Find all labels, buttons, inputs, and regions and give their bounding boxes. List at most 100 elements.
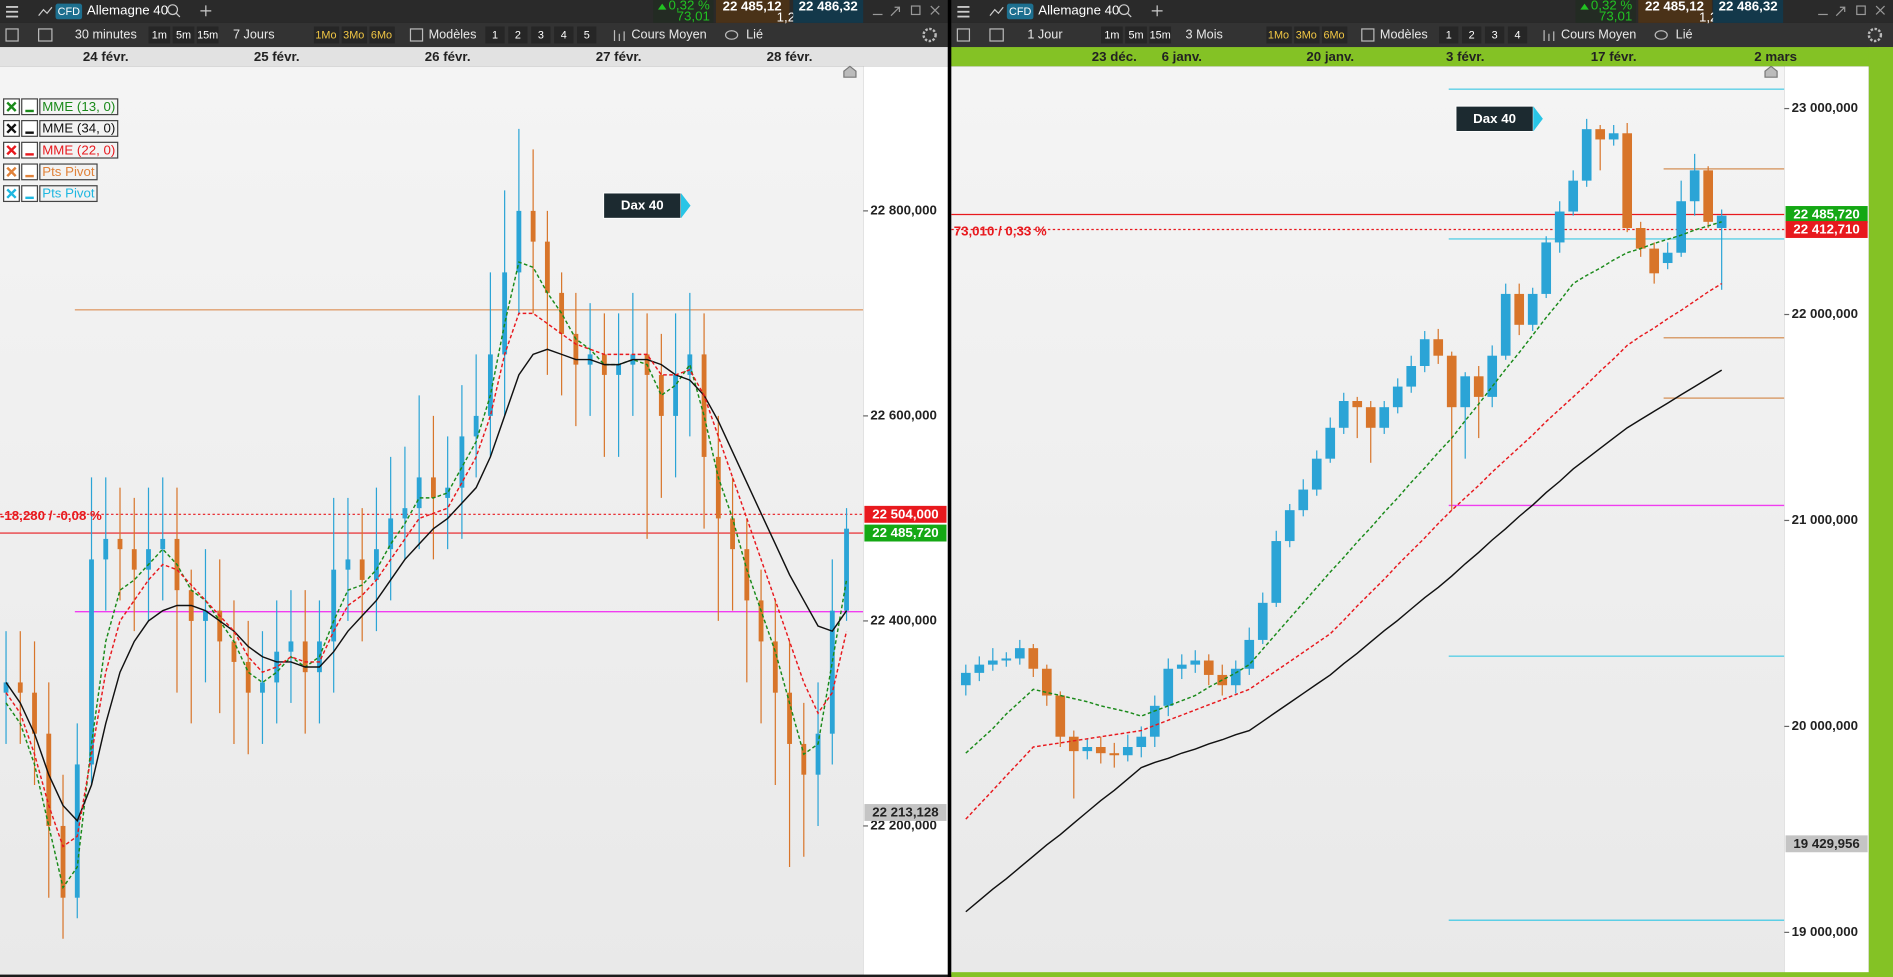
chart-icon[interactable] xyxy=(989,6,1004,17)
menu-icon[interactable] xyxy=(957,15,970,18)
interval-button[interactable]: 15m xyxy=(1150,29,1171,41)
layout-button[interactable]: 1 xyxy=(492,29,498,41)
grid-icon[interactable] xyxy=(989,28,1004,42)
buy-box[interactable] xyxy=(1713,0,1784,23)
range-button[interactable]: 1Mo xyxy=(1268,29,1289,41)
y-tick-label: 22 400,000 xyxy=(870,612,936,627)
menu-icon[interactable] xyxy=(6,6,19,8)
legend-style[interactable] xyxy=(21,185,39,203)
legend-label[interactable]: MME (34, 0) xyxy=(42,121,115,136)
layout-button[interactable]: 4 xyxy=(561,29,567,41)
range-button[interactable]: 6Mo xyxy=(371,29,392,41)
popout-icon[interactable] xyxy=(910,5,921,16)
layout-button-bg[interactable] xyxy=(554,26,574,44)
layout-button[interactable]: 2 xyxy=(1469,29,1475,41)
interval-button[interactable]: 5m xyxy=(176,29,191,41)
interval-button-bg[interactable] xyxy=(172,26,195,44)
layout-button-bg[interactable] xyxy=(531,26,551,44)
instrument-name[interactable]: Allemagne 40 xyxy=(1038,2,1119,17)
layout-button-bg[interactable] xyxy=(1439,26,1459,44)
search-icon[interactable] xyxy=(1118,4,1130,16)
range-select[interactable]: 3 Mois xyxy=(1186,27,1223,41)
scroll-icon[interactable] xyxy=(1764,65,1778,78)
layout-button-bg[interactable] xyxy=(508,26,528,44)
interval-button[interactable]: 15m xyxy=(197,29,218,41)
legend-style[interactable] xyxy=(21,163,39,181)
interval-button-bg[interactable] xyxy=(148,26,171,44)
layout-button[interactable]: 3 xyxy=(538,29,544,41)
menu-icon[interactable] xyxy=(6,15,19,18)
layout-button-bg[interactable] xyxy=(485,26,505,44)
layout-icon[interactable] xyxy=(5,28,19,42)
sell-price[interactable]: 22 485,12 xyxy=(723,0,782,14)
range-button[interactable]: 6Mo xyxy=(1323,29,1344,41)
sell-box[interactable] xyxy=(1638,0,1712,23)
range-button-bg[interactable] xyxy=(1321,26,1348,44)
add-tab[interactable] xyxy=(1151,5,1163,17)
instrument-name[interactable]: Allemagne 40 xyxy=(87,2,168,17)
interval-button[interactable]: 5m xyxy=(1128,29,1143,41)
sell-price[interactable]: 22 485,12 xyxy=(1645,0,1704,14)
popout-icon[interactable] xyxy=(1856,5,1866,16)
layout-button[interactable]: 3 xyxy=(1492,29,1498,41)
legend-label[interactable]: MME (22, 0) xyxy=(42,142,115,157)
interval-button[interactable]: 1m xyxy=(152,29,167,41)
period-select[interactable]: 30 minutes xyxy=(75,27,137,41)
search-icon[interactable] xyxy=(167,4,179,16)
range-button-bg[interactable] xyxy=(1266,26,1292,44)
scroll-icon[interactable] xyxy=(843,65,857,78)
add-tab[interactable] xyxy=(200,5,212,17)
buy-price[interactable]: 22 486,32 xyxy=(799,0,858,14)
interval-button-bg[interactable] xyxy=(1149,26,1172,44)
range-button[interactable]: 3Mo xyxy=(343,29,364,41)
layout-button[interactable]: 2 xyxy=(515,29,521,41)
layout-button-bg[interactable] xyxy=(1507,26,1528,44)
buy-box[interactable] xyxy=(793,0,864,23)
legend-style[interactable] xyxy=(21,98,39,116)
legend-label[interactable]: Pts Pivot xyxy=(42,164,95,179)
interval-button-bg[interactable] xyxy=(196,26,219,44)
range-select[interactable]: 7 Jours xyxy=(233,27,275,41)
interval-button-bg[interactable] xyxy=(1125,26,1147,44)
layout-button-bg[interactable] xyxy=(577,26,597,44)
layout-button-bg[interactable] xyxy=(1484,26,1505,44)
range-button-bg[interactable] xyxy=(313,26,340,44)
range-button-bg[interactable] xyxy=(341,26,368,44)
legend-style[interactable] xyxy=(21,141,39,159)
buy-price[interactable]: 22 486,32 xyxy=(1719,0,1778,14)
expand-icon[interactable] xyxy=(1835,6,1846,17)
range-button-bg[interactable] xyxy=(1294,26,1320,44)
link-select[interactable]: Lié xyxy=(1676,27,1693,41)
interval-button-bg[interactable] xyxy=(1101,26,1123,44)
price-type-select[interactable]: Cours Moyen xyxy=(631,27,706,41)
menu-icon[interactable] xyxy=(957,10,970,13)
templates-button[interactable]: Modèles xyxy=(1380,27,1428,41)
layout-button[interactable]: 1 xyxy=(1446,29,1452,41)
settings-icon[interactable] xyxy=(922,27,937,43)
settings-icon[interactable] xyxy=(1867,27,1883,43)
expand-icon[interactable] xyxy=(890,6,901,17)
close-icon[interactable] xyxy=(930,5,940,15)
candle-body xyxy=(1284,510,1295,542)
layout-button-bg[interactable] xyxy=(1462,26,1482,44)
grid-icon[interactable] xyxy=(38,28,53,42)
range-button[interactable]: 3Mo xyxy=(1296,29,1317,41)
legend-style[interactable] xyxy=(21,120,39,137)
interval-button[interactable]: 1m xyxy=(1104,29,1119,41)
chart-icon[interactable] xyxy=(38,6,53,17)
menu-icon[interactable] xyxy=(957,6,970,8)
range-button-bg[interactable] xyxy=(369,26,395,44)
menu-icon[interactable] xyxy=(6,10,19,13)
sell-box[interactable] xyxy=(715,0,790,23)
templates-button[interactable]: Modèles xyxy=(429,27,477,41)
legend-label[interactable]: MME (13, 0) xyxy=(42,99,115,114)
layout-button[interactable]: 5 xyxy=(584,29,590,41)
legend-label[interactable]: Pts Pivot xyxy=(42,186,95,201)
price-type-select[interactable]: Cours Moyen xyxy=(1561,27,1636,41)
close-icon[interactable] xyxy=(1875,5,1885,15)
layout-button[interactable]: 4 xyxy=(1515,29,1521,41)
range-button[interactable]: 1Mo xyxy=(315,29,336,41)
layout-icon[interactable] xyxy=(956,28,971,42)
link-select[interactable]: Lié xyxy=(746,27,763,41)
period-select[interactable]: 1 Jour xyxy=(1027,27,1062,41)
